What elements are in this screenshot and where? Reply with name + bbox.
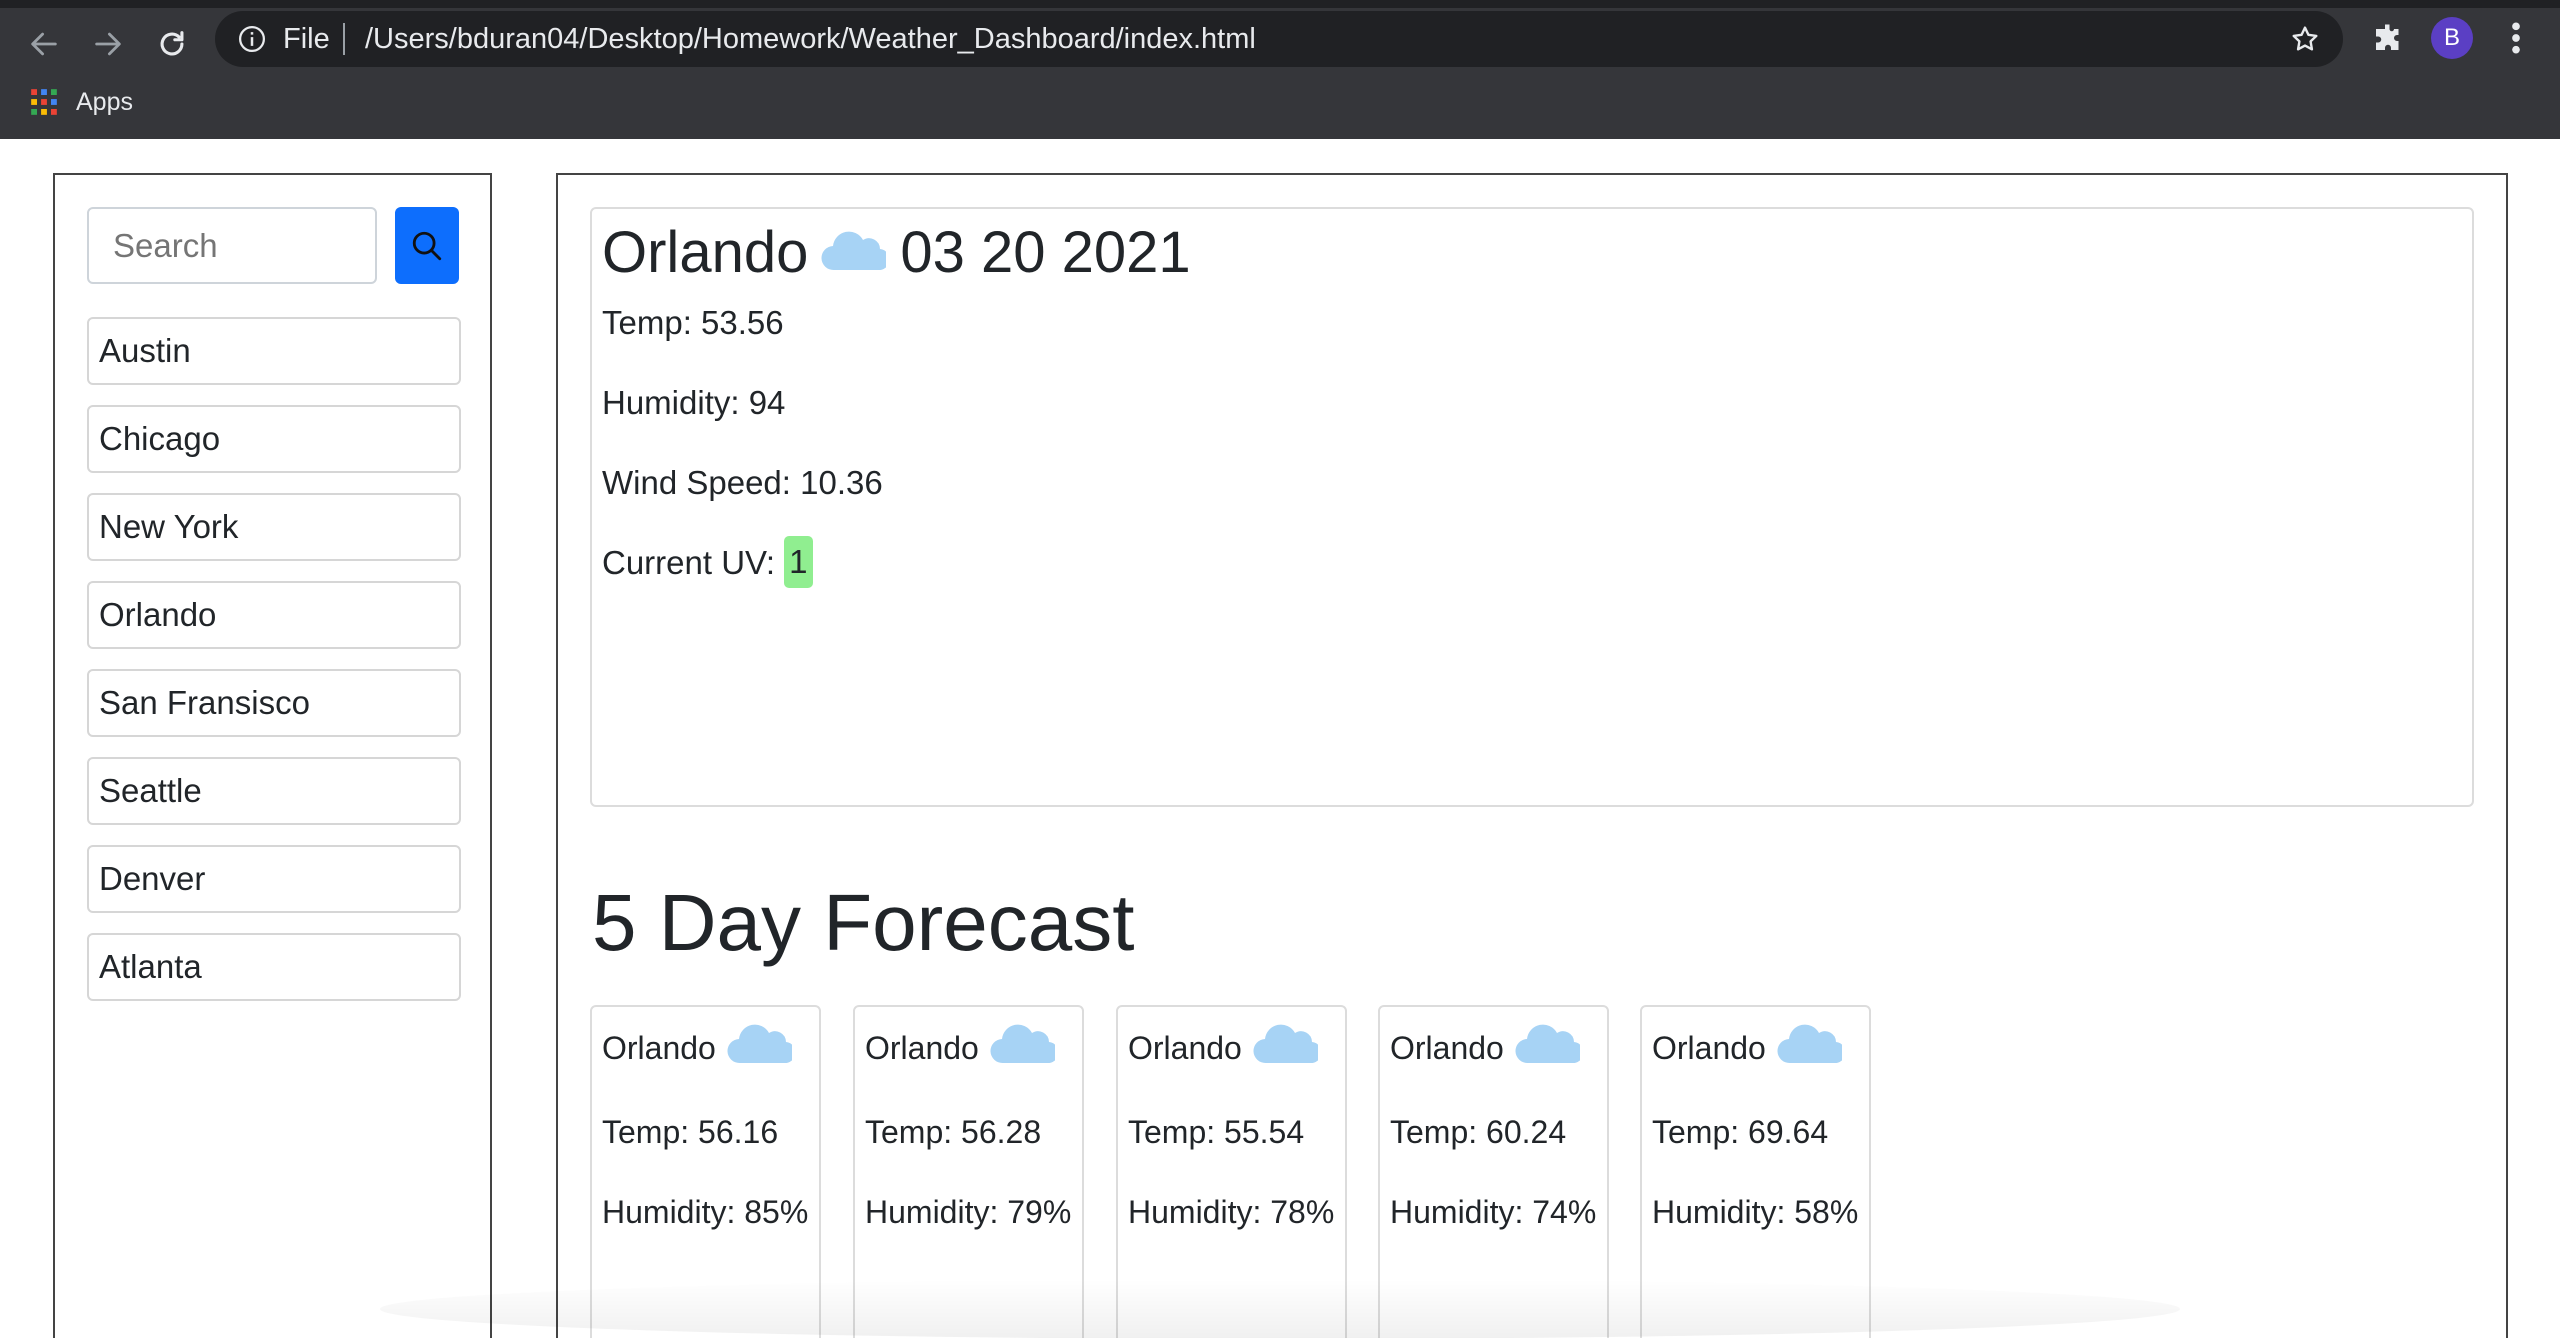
menu-kebab-icon[interactable] xyxy=(2504,18,2528,58)
address-separator xyxy=(343,23,345,55)
cloud-icon xyxy=(1252,1021,1322,1075)
tab-strip xyxy=(0,0,2560,8)
profile-avatar[interactable]: B xyxy=(2431,17,2473,59)
cloud-icon xyxy=(726,1021,796,1075)
forecast-city: Orlando xyxy=(865,1030,979,1066)
current-city: Orlando xyxy=(602,220,809,285)
search-icon xyxy=(412,231,442,260)
current-wind-speed: Wind Speed: 10.36 xyxy=(602,464,883,501)
search-button[interactable] xyxy=(395,207,459,284)
forecast-city: Orlando xyxy=(1128,1030,1242,1066)
city-button-denver[interactable]: Denver xyxy=(87,845,461,913)
forecast-city: Orlando xyxy=(1652,1030,1766,1066)
cloud-icon xyxy=(989,1021,1059,1075)
forecast-temp: Temp: 60.24 xyxy=(1390,1114,1567,1150)
cloud-icon xyxy=(1514,1021,1584,1075)
reload-button[interactable] xyxy=(146,18,198,70)
city-button-austin[interactable]: Austin xyxy=(87,317,461,385)
forecast-card: Orlando Temp: 55.54 Humidity: 78% xyxy=(1116,1005,1347,1338)
city-button-new-york[interactable]: New York xyxy=(87,493,461,561)
info-icon[interactable] xyxy=(237,24,267,54)
forecast-city: Orlando xyxy=(1390,1030,1504,1066)
city-history-list: Austin Chicago New York Orlando San Fran… xyxy=(87,317,461,1021)
forecast-city: Orlando xyxy=(602,1030,716,1066)
current-uv-row: Current UV: 1 xyxy=(602,536,813,589)
current-date: 03 20 2021 xyxy=(900,220,1191,285)
city-button-atlanta[interactable]: Atlanta xyxy=(87,933,461,1001)
extensions-puzzle-icon[interactable] xyxy=(2370,20,2406,56)
current-weather-card: Orlando 03 20 2021 Temp: 53.56 Humidity:… xyxy=(590,207,2474,807)
city-button-chicago[interactable]: Chicago xyxy=(87,405,461,473)
cloud-icon xyxy=(820,217,890,289)
uv-label: Current UV: xyxy=(602,544,785,581)
bookmark-apps-label[interactable]: Apps xyxy=(76,88,133,116)
apps-grid-icon[interactable] xyxy=(30,88,58,116)
arrow-right-icon xyxy=(95,32,121,56)
url-text[interactable]: /Users/bduran04/Desktop/Homework/Weather… xyxy=(365,23,1256,55)
sidebar: Austin Chicago New York Orlando San Fran… xyxy=(53,173,492,1338)
forecast-heading: 5 Day Forecast xyxy=(592,878,1135,967)
search-input[interactable] xyxy=(87,207,377,284)
city-button-orlando[interactable]: Orlando xyxy=(87,581,461,649)
forecast-temp: Temp: 69.64 xyxy=(1652,1114,1829,1150)
forecast-card: Orlando Temp: 69.64 Humidity: 58% xyxy=(1640,1005,1871,1338)
bookmark-star-icon[interactable] xyxy=(2289,23,2321,55)
back-button[interactable] xyxy=(18,18,70,70)
current-weather-title: Orlando 03 20 2021 xyxy=(602,217,1191,289)
city-button-seattle[interactable]: Seattle xyxy=(87,757,461,825)
current-temp: Temp: 53.56 xyxy=(602,304,784,341)
uv-badge: 1 xyxy=(784,536,813,589)
forecast-humidity: Humidity: 79% xyxy=(865,1194,1072,1230)
forecast-humidity: Humidity: 85% xyxy=(602,1194,809,1230)
browser-toolbar: File /Users/bduran04/Desktop/Homework/We… xyxy=(0,0,2560,139)
city-button-san-fransisco[interactable]: San Fransisco xyxy=(87,669,461,737)
address-bar[interactable]: File /Users/bduran04/Desktop/Homework/We… xyxy=(215,11,2343,67)
forecast-temp: Temp: 56.16 xyxy=(602,1114,779,1150)
forecast-temp: Temp: 55.54 xyxy=(1128,1114,1305,1150)
current-humidity: Humidity: 94 xyxy=(602,384,786,421)
main-panel: Orlando 03 20 2021 Temp: 53.56 Humidity:… xyxy=(556,173,2508,1338)
forecast-card: Orlando Temp: 56.16 Humidity: 85% xyxy=(590,1005,821,1338)
forecast-humidity: Humidity: 58% xyxy=(1652,1194,1859,1230)
forecast-card: Orlando Temp: 60.24 Humidity: 74% xyxy=(1378,1005,1609,1338)
forward-button[interactable] xyxy=(82,18,134,70)
arrow-left-icon xyxy=(31,32,57,56)
page-content: Austin Chicago New York Orlando San Fran… xyxy=(0,139,2560,1338)
forecast-card: Orlando Temp: 56.28 Humidity: 79% xyxy=(853,1005,1084,1338)
cloud-icon xyxy=(1776,1021,1846,1075)
forecast-humidity: Humidity: 78% xyxy=(1128,1194,1335,1230)
reload-icon xyxy=(160,31,184,56)
forecast-temp: Temp: 56.28 xyxy=(865,1114,1042,1150)
forecast-humidity: Humidity: 74% xyxy=(1390,1194,1597,1230)
file-scheme-label: File xyxy=(283,23,330,55)
